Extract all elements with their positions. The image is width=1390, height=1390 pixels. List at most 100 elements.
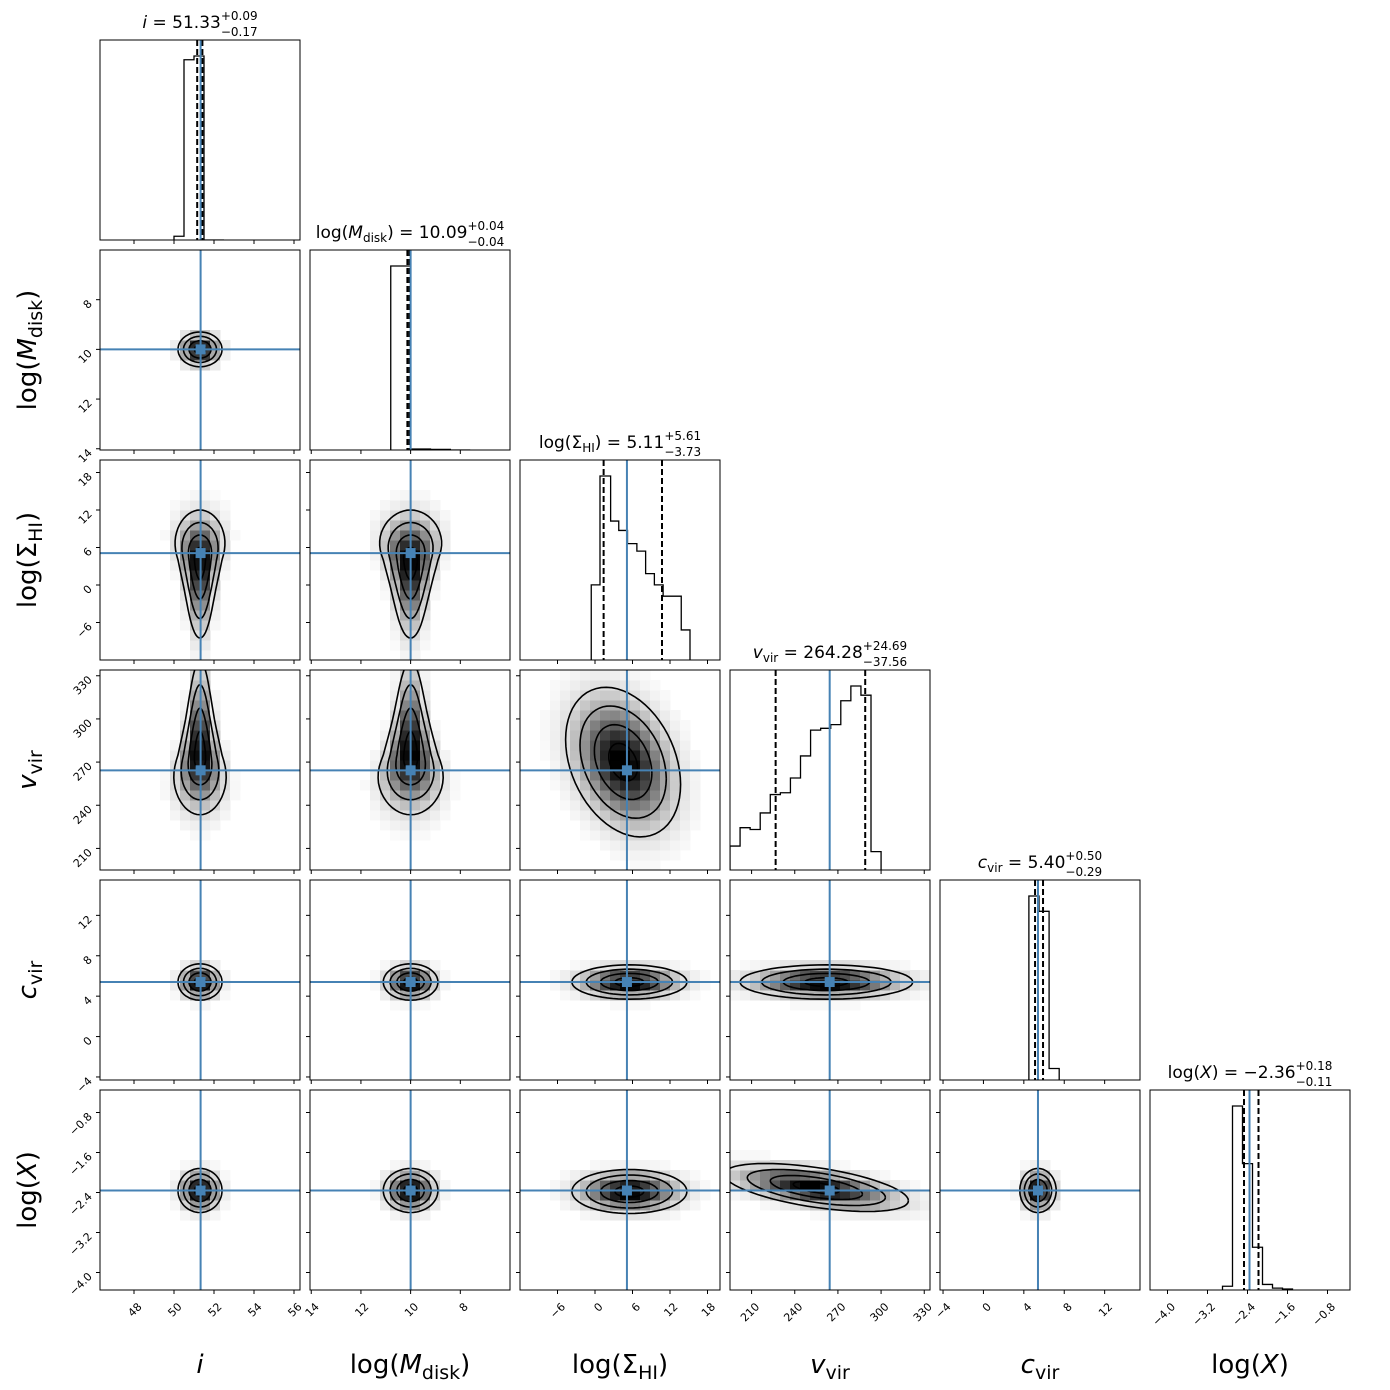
density-cell xyxy=(650,820,661,831)
density-cell xyxy=(200,710,211,721)
density-cell xyxy=(420,800,431,811)
axis-label-subscript: disk xyxy=(422,1362,460,1384)
density-cell xyxy=(880,960,891,971)
density-cell xyxy=(880,1210,891,1221)
density-cell xyxy=(410,700,421,711)
histogram-panel-v_vir: vvir = 264.28+24.69−37.56 xyxy=(729,639,931,874)
density-cell xyxy=(400,800,411,811)
density-cell xyxy=(220,980,231,991)
density-cell xyxy=(640,830,651,841)
density-cell xyxy=(730,1190,741,1201)
title-log: log( xyxy=(316,223,349,243)
density-cell xyxy=(210,700,221,711)
title-median: = 5.11 xyxy=(601,433,664,453)
panel-frame xyxy=(99,459,301,661)
density-cell xyxy=(420,970,431,981)
density-cell xyxy=(1040,1190,1051,1201)
density-cell xyxy=(410,500,421,511)
density-cell xyxy=(410,810,421,821)
histogram-bar xyxy=(637,551,646,660)
density-cell xyxy=(420,770,431,781)
axis-label-log_Mdisk: log(Mdisk) xyxy=(13,290,47,411)
density-cell xyxy=(200,800,211,811)
density-cell xyxy=(380,960,391,971)
density-cell xyxy=(600,990,611,1001)
density-cell xyxy=(760,1170,771,1181)
density-cell xyxy=(420,570,431,581)
title-symbol: M xyxy=(348,223,363,243)
density-cell xyxy=(180,810,191,821)
density-cell xyxy=(610,850,621,861)
density-cell xyxy=(410,1180,421,1191)
density-cell xyxy=(790,1180,801,1191)
x-tick-label: 4 xyxy=(1020,1300,1034,1314)
density-cell xyxy=(610,780,621,791)
density-cell xyxy=(680,840,691,851)
density-cell xyxy=(600,700,611,711)
density-cell xyxy=(420,960,431,971)
x-tick-label: −3.2 xyxy=(1190,1300,1218,1328)
density-cell xyxy=(730,1170,741,1181)
density-cell xyxy=(440,520,451,531)
density-cell xyxy=(410,680,421,691)
density-cell xyxy=(780,970,791,981)
density-cell xyxy=(580,680,591,691)
density-cell xyxy=(910,990,921,1001)
density-cell xyxy=(610,1210,621,1221)
density-cell xyxy=(590,780,601,791)
density-cell xyxy=(410,620,421,631)
density-cell xyxy=(660,790,671,801)
panel-content xyxy=(310,1090,510,1290)
density-cell xyxy=(430,1200,441,1211)
density-cell xyxy=(620,1210,631,1221)
density-cell xyxy=(180,720,191,731)
density-cell xyxy=(420,500,431,511)
title-symbol: i xyxy=(142,13,147,33)
density-cell xyxy=(400,680,411,691)
density-cell xyxy=(880,1180,891,1191)
density-cell xyxy=(810,1180,821,1191)
density-cell xyxy=(920,1190,930,1201)
density-cell xyxy=(400,650,411,660)
density-cell xyxy=(410,600,421,611)
density-cell xyxy=(580,820,591,831)
density-cell xyxy=(730,970,741,981)
density-cell xyxy=(420,780,431,791)
axis-label-log: log( xyxy=(1211,1350,1261,1380)
density-cell xyxy=(210,770,221,781)
density-cell xyxy=(630,970,641,981)
density-cell xyxy=(440,800,451,811)
y-tick-label: −6 xyxy=(74,620,95,641)
density-cell xyxy=(390,770,401,781)
density-cell xyxy=(390,830,401,841)
density-cell xyxy=(390,960,401,971)
density-cell xyxy=(1030,1160,1041,1171)
density-cell xyxy=(660,980,671,991)
contour-level-4 xyxy=(564,686,682,838)
density-cell xyxy=(570,690,581,701)
density-cell xyxy=(210,960,221,971)
title-err-plus: +24.69 xyxy=(863,639,907,653)
panel-content xyxy=(730,1090,930,1290)
density-cell xyxy=(400,560,411,571)
density-cell xyxy=(630,810,641,821)
density-cell xyxy=(600,1190,611,1201)
density-cell xyxy=(400,770,411,781)
density-cell xyxy=(210,540,221,551)
density-cell xyxy=(680,1170,691,1181)
density-cell xyxy=(740,970,751,981)
density-cell xyxy=(390,680,401,691)
density-cell xyxy=(210,360,221,371)
histogram-bar xyxy=(1049,1069,1059,1081)
density-cell xyxy=(390,640,401,651)
density-cell xyxy=(880,980,891,991)
density-cell xyxy=(400,780,411,791)
density-cell xyxy=(800,990,811,1001)
histogram-bar xyxy=(1263,1284,1273,1290)
density-cell xyxy=(830,1190,841,1201)
density-cell xyxy=(180,960,191,971)
density-cell xyxy=(370,1180,381,1191)
density-cell xyxy=(610,1190,621,1201)
density-cell xyxy=(400,520,411,531)
density-cell xyxy=(170,550,181,561)
